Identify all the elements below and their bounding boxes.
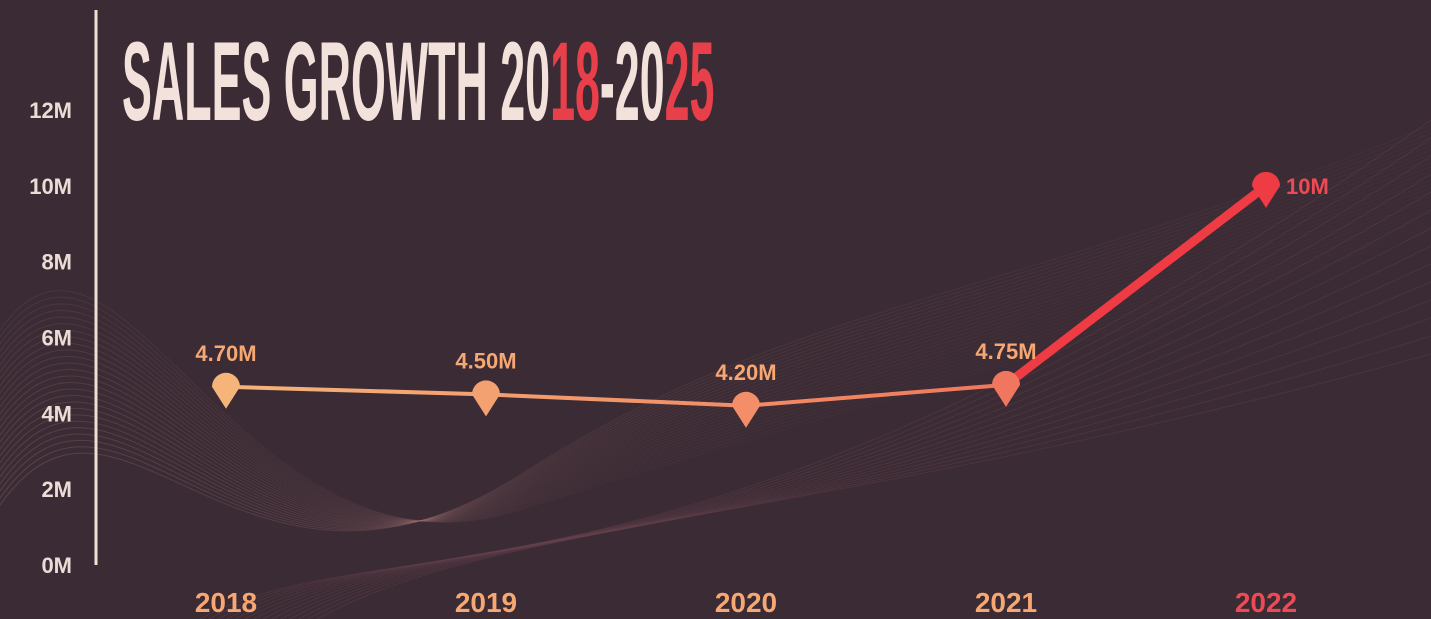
data-label: 4.20M: [715, 360, 776, 385]
wave-line: [0, 187, 1431, 522]
wave-line: [271, 263, 1431, 619]
wave-line: [235, 191, 1431, 619]
wave-line: [0, 145, 1431, 527]
axes: [94, 10, 1431, 567]
x-tick-label: 2022: [1235, 587, 1297, 618]
wave-line: [0, 170, 1431, 523]
y-tick-label: 6M: [41, 326, 72, 351]
wave-line: [289, 299, 1431, 619]
title-part-2: 18: [550, 20, 600, 145]
wave-line: [0, 208, 1431, 522]
wave-line: [0, 212, 1431, 522]
title-part-3: -20: [600, 20, 665, 145]
wave-line: [0, 174, 1431, 523]
y-tick-labels: 0M 2M 4M 6M 8M 10M 12M: [29, 98, 72, 578]
y-tick-label: 12M: [29, 98, 72, 123]
y-tick-label: 4M: [41, 401, 72, 426]
wave-line: [0, 153, 1431, 525]
wave-line: [0, 183, 1431, 522]
x-tick-label: 2019: [455, 587, 517, 618]
wave-line: [226, 173, 1431, 619]
title-part-4: 25: [665, 20, 715, 145]
wave-line: [307, 335, 1431, 619]
wave-line: [0, 124, 1431, 532]
x-tick-label: 2018: [195, 587, 257, 618]
wave-line: [316, 353, 1431, 619]
data-point-marker: [472, 380, 500, 417]
background-wave-pattern: [0, 119, 1431, 619]
title-part-1: SALES GROWTH 20: [122, 20, 550, 145]
wave-line: [280, 281, 1431, 619]
data-label: 10M: [1286, 174, 1329, 199]
wave-line: [199, 119, 1431, 619]
data-markers: [212, 171, 1280, 428]
wave-line: [0, 204, 1431, 522]
wave-line: [0, 128, 1431, 531]
y-tick-label: 0M: [41, 553, 72, 578]
vertical-gridlines: [224, 138, 1398, 542]
wave-line: [0, 191, 1431, 522]
y-tick-label: 2M: [41, 477, 72, 502]
data-point-marker: [1252, 171, 1280, 208]
series-line-segment-final: [1001, 181, 1271, 390]
wave-line: [253, 227, 1431, 619]
x-tick-labels: 2018 2019 2020 2021 2022: [195, 587, 1297, 618]
wave-line: [0, 200, 1431, 522]
x-tick-label: 2021: [975, 587, 1037, 618]
x-tick-label: 2020: [715, 587, 777, 618]
wave-line: [0, 166, 1431, 524]
data-label: 4.75M: [975, 339, 1036, 364]
y-tick-label: 8M: [41, 250, 72, 275]
data-point-marker: [732, 391, 760, 428]
wave-line: [262, 245, 1431, 619]
wave-line: [0, 132, 1431, 529]
wave-line: [0, 137, 1431, 529]
wave-line: [217, 155, 1431, 619]
data-label: 4.50M: [455, 348, 516, 373]
y-tick-label: 10M: [29, 174, 72, 199]
wave-line: [0, 158, 1431, 525]
wave-line: [0, 195, 1431, 522]
chart-title: SALES GROWTH 2018-2025: [122, 20, 714, 145]
data-labels: 4.70M 4.50M 4.20M 4.75M 10M: [195, 174, 1328, 385]
data-point-marker: [212, 372, 240, 409]
wave-line: [0, 162, 1431, 524]
wave-line: [0, 141, 1431, 528]
wave-line: [244, 209, 1431, 619]
data-point-marker: [992, 370, 1020, 407]
wave-line: [0, 179, 1431, 522]
wave-line: [0, 149, 1431, 526]
wave-line: [298, 317, 1431, 619]
wave-line: [0, 229, 1431, 523]
data-label: 4.70M: [195, 341, 256, 366]
